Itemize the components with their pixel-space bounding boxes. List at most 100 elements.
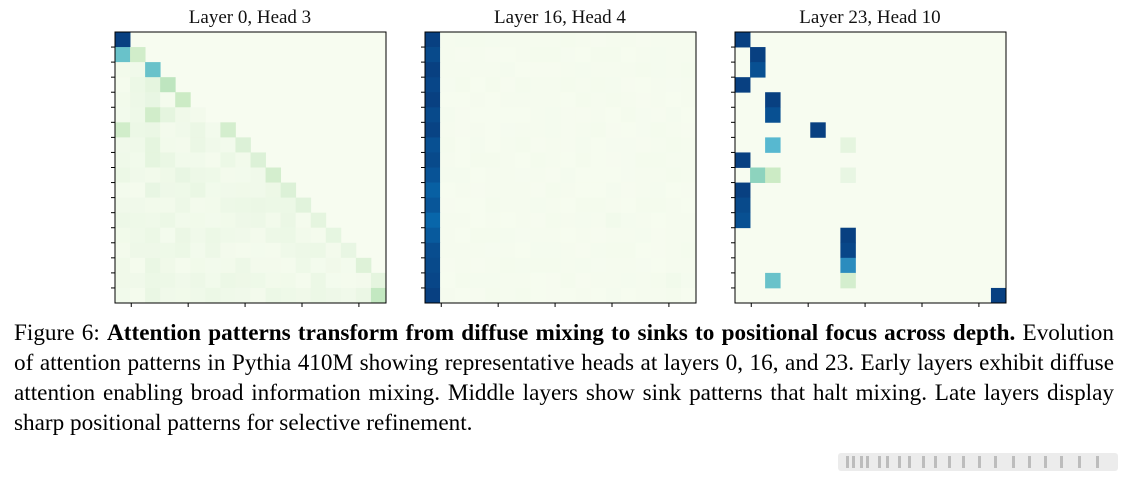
heatmap-cell xyxy=(175,182,191,199)
heatmap-cell xyxy=(205,272,221,289)
heatmap-cell xyxy=(500,227,516,244)
heatmap-cell xyxy=(680,152,697,168)
heatmap-cell xyxy=(560,242,576,259)
heatmap-cell xyxy=(470,197,486,214)
heatmap-cell xyxy=(605,227,622,244)
heatmap-cell xyxy=(160,107,176,123)
heatmap-cell xyxy=(455,152,471,168)
heatmap-cell xyxy=(605,272,622,289)
heatmap-cell xyxy=(560,92,576,108)
heatmap-cell xyxy=(470,152,486,168)
heatmap-cell xyxy=(175,242,191,259)
heatmap-cell xyxy=(205,182,221,199)
heatmap-cell xyxy=(735,32,751,48)
heatmap-cell xyxy=(605,137,622,153)
heatmap-cell xyxy=(840,272,856,289)
heatmap-cell xyxy=(370,272,387,289)
heatmap-cell xyxy=(190,257,206,274)
heatmap-cell xyxy=(650,92,667,108)
heatmap-cell xyxy=(340,272,357,289)
heatmap-cell xyxy=(295,227,312,244)
heatmap-cell xyxy=(115,77,131,93)
heatmap-cell xyxy=(635,32,652,48)
heatmap-cell xyxy=(665,182,682,199)
heatmap-cell xyxy=(145,92,161,108)
heatmap-cell xyxy=(220,272,236,289)
heatmap-cell xyxy=(425,152,441,168)
heatmap-cell xyxy=(455,62,471,78)
heatmap-cell xyxy=(560,77,576,93)
heatmap-cell xyxy=(605,32,622,48)
heatmap-cell xyxy=(130,182,146,199)
heatmap-cell xyxy=(265,257,282,274)
heatmap-cell xyxy=(355,272,372,289)
heatmap-cell xyxy=(750,62,766,78)
heatmap-cell xyxy=(515,32,531,48)
heatmap-cell xyxy=(650,272,667,289)
heatmap-cell xyxy=(590,137,607,153)
heatmap-cell xyxy=(145,152,161,168)
heatmap-cell xyxy=(130,167,146,183)
heatmap-cell xyxy=(485,287,501,304)
heatmap-cell xyxy=(515,167,531,183)
heatmap-cell xyxy=(840,167,856,183)
heatmap-cell xyxy=(650,227,667,244)
heatmap-cell xyxy=(175,137,191,153)
heatmap-cell xyxy=(455,197,471,214)
heatmap-cell xyxy=(990,287,1007,304)
heatmap-cell xyxy=(605,197,622,214)
heatmap-cell xyxy=(530,257,546,274)
heatmap-cell xyxy=(500,167,516,183)
heatmap-cell xyxy=(485,92,501,108)
heatmap-cell xyxy=(485,152,501,168)
heatmap-cell xyxy=(635,122,652,138)
heatmap-cell xyxy=(545,272,561,289)
heatmap-cell xyxy=(340,287,357,304)
heatmap-cell xyxy=(145,257,161,274)
heatmap-cell xyxy=(455,77,471,93)
heatmap-cell xyxy=(425,32,441,48)
heatmap-cell xyxy=(470,32,486,48)
heatmap-cell xyxy=(295,272,312,289)
heatmap-cell xyxy=(485,242,501,259)
heatmap-cell xyxy=(650,107,667,123)
heatmap-cell xyxy=(665,212,682,229)
heatmap-cell xyxy=(175,167,191,183)
heatmap-cell xyxy=(470,167,486,183)
heatmap-cell xyxy=(590,122,607,138)
heatmap-cell xyxy=(205,227,221,244)
heatmap-cell xyxy=(145,62,161,78)
heatmap-cell xyxy=(545,107,561,123)
heatmap-cell xyxy=(545,77,561,93)
heatmap-cell xyxy=(590,152,607,168)
heatmap-cell xyxy=(735,77,751,93)
heatmap-cell xyxy=(175,92,191,108)
heatmap-cell xyxy=(190,227,206,244)
heatmap-cell xyxy=(160,152,176,168)
heatmap-cell xyxy=(635,77,652,93)
heatmap-cell xyxy=(560,197,576,214)
heatmap-cell xyxy=(665,152,682,168)
heatmap-cell xyxy=(115,47,131,63)
heatmap-cell xyxy=(220,197,236,214)
heatmap-cell xyxy=(265,242,282,259)
heatmap-cell xyxy=(160,182,176,199)
heatmap-cell xyxy=(250,212,266,229)
heatmap-cell xyxy=(515,47,531,63)
heatmap-cell xyxy=(650,287,667,304)
heatmap-cell xyxy=(235,212,251,229)
heatmap-cell xyxy=(115,227,131,244)
heatmap-cell xyxy=(130,272,146,289)
heatmap-cell xyxy=(130,212,146,229)
heatmap-cell xyxy=(425,257,441,274)
heatmap-cell xyxy=(560,107,576,123)
heatmap-cell xyxy=(190,122,206,138)
heatmap-cell xyxy=(575,272,592,289)
heatmap-cell xyxy=(665,62,682,78)
heatmap-cell xyxy=(440,212,456,229)
heatmap-cell xyxy=(220,152,236,168)
heatmap-cell xyxy=(220,212,236,229)
heatmap-cell xyxy=(470,137,486,153)
heatmap-cell xyxy=(295,197,312,214)
heatmap-cell xyxy=(440,92,456,108)
